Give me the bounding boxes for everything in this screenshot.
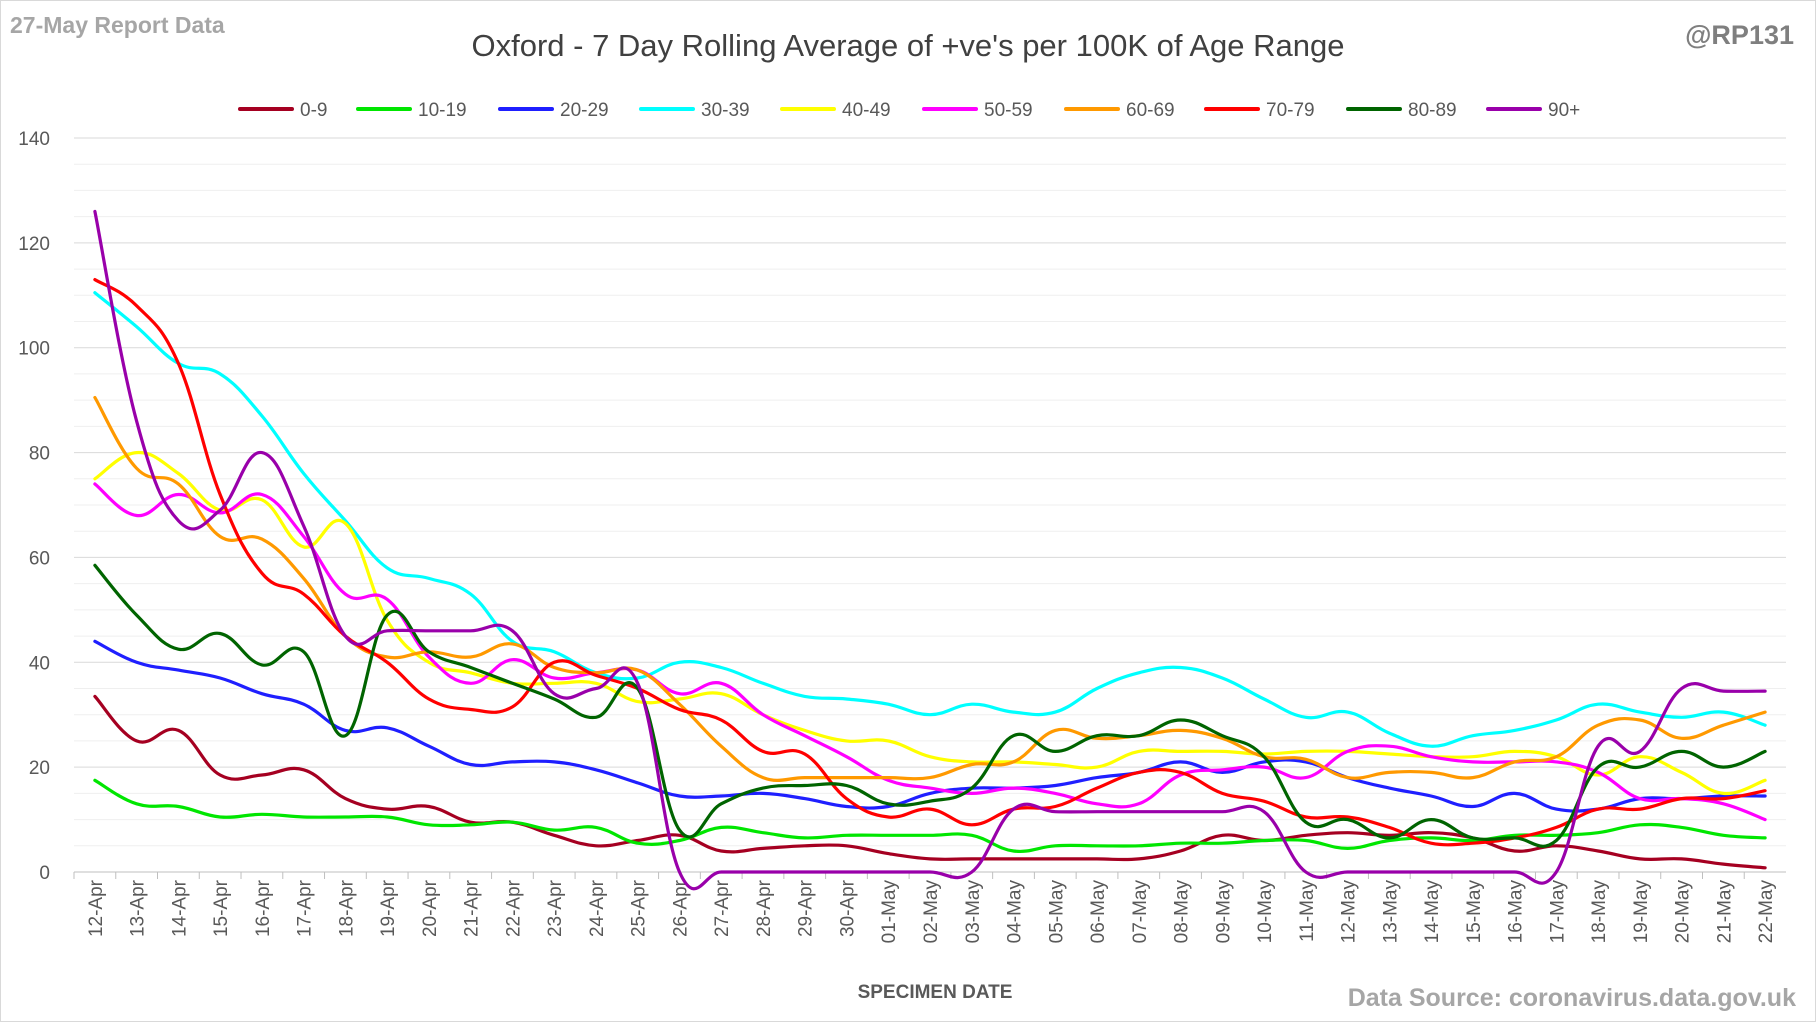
x-tick-label: 03-May bbox=[963, 880, 984, 944]
x-tick-label: 29-Apr bbox=[796, 879, 817, 937]
x-tick-label: 15-Apr bbox=[211, 879, 232, 937]
x-tick-label: 22-May bbox=[1756, 880, 1777, 944]
y-tick-label: 0 bbox=[39, 863, 50, 884]
x-axis-ticks: 12-Apr 13-Apr 14-Apr 15-Apr 16-Apr 17-Apr 18-A… bbox=[73, 872, 1777, 944]
series-line-90+ bbox=[93, 209, 1767, 891]
x-tick-label: 25-Apr bbox=[629, 879, 650, 937]
x-tick-label: 02-May bbox=[921, 880, 942, 944]
series-line-30-39 bbox=[93, 291, 1767, 748]
x-tick-label: 12-May bbox=[1339, 880, 1360, 944]
x-tick-label: 18-May bbox=[1589, 880, 1610, 944]
x-axis-label: SPECIMEN DATE bbox=[858, 982, 1013, 1003]
x-tick-label: 16-May bbox=[1506, 880, 1527, 944]
x-tick-label: 12-Apr bbox=[86, 879, 107, 937]
x-tick-label: 14-May bbox=[1422, 880, 1443, 944]
legend-label: 50-59 bbox=[984, 100, 1033, 121]
series-line-60-69 bbox=[93, 395, 1767, 782]
chart-title: Oxford - 7 Day Rolling Average of +ve's … bbox=[471, 28, 1345, 63]
legend-label: 10-19 bbox=[418, 100, 467, 121]
x-tick-label: 13-Apr bbox=[128, 879, 149, 937]
x-tick-label: 14-Apr bbox=[169, 879, 190, 937]
legend: 0-9 10-19 20-29 30-39 40-49 50-59 60-69 70-79 80… bbox=[238, 100, 1580, 121]
x-tick-label: 23-Apr bbox=[545, 879, 566, 937]
x-tick-label: 19-May bbox=[1631, 880, 1652, 944]
x-tick-label: 30-Apr bbox=[837, 879, 858, 937]
series-line-70-79 bbox=[93, 278, 1767, 847]
series-line-80-89 bbox=[93, 563, 1767, 848]
x-tick-label: 18-Apr bbox=[336, 879, 357, 937]
x-tick-label: 24-Apr bbox=[587, 879, 608, 937]
x-tick-label: 09-May bbox=[1213, 880, 1234, 944]
x-tick-label: 06-May bbox=[1088, 880, 1109, 944]
x-tick-label: 17-Apr bbox=[295, 879, 316, 937]
y-tick-label: 60 bbox=[29, 548, 50, 569]
x-tick-label: 01-May bbox=[879, 880, 900, 944]
series-lines bbox=[93, 209, 1767, 891]
x-tick-label: 07-May bbox=[1130, 880, 1151, 944]
x-tick-label: 17-May bbox=[1547, 880, 1568, 944]
x-tick-label: 21-May bbox=[1714, 880, 1735, 944]
x-tick-label: 04-May bbox=[1005, 880, 1026, 944]
y-tick-label: 80 bbox=[29, 444, 50, 465]
legend-label: 90+ bbox=[1548, 100, 1580, 121]
x-tick-label: 20-Apr bbox=[420, 879, 441, 937]
x-tick-label: 10-May bbox=[1255, 880, 1276, 944]
x-tick-label: 21-Apr bbox=[462, 879, 483, 937]
x-tick-label: 11-May bbox=[1297, 880, 1318, 942]
legend-label: 20-29 bbox=[560, 100, 609, 121]
series-line-20-29 bbox=[93, 639, 1767, 813]
x-tick-label: 26-Apr bbox=[670, 879, 691, 937]
legend-label: 30-39 bbox=[701, 100, 750, 121]
y-tick-label: 140 bbox=[18, 129, 50, 150]
legend-label: 80-89 bbox=[1408, 100, 1457, 121]
x-tick-label: 15-May bbox=[1464, 880, 1485, 944]
data-source: Data Source: coronavirus.data.gov.uk bbox=[1347, 984, 1796, 1012]
x-tick-label: 19-Apr bbox=[378, 879, 399, 937]
series-line-50-59 bbox=[93, 482, 1767, 822]
author-handle: @RP131 bbox=[1685, 20, 1794, 50]
x-tick-label: 16-Apr bbox=[253, 879, 274, 937]
y-tick-label: 100 bbox=[18, 339, 50, 360]
x-tick-label: 28-Apr bbox=[754, 879, 775, 937]
y-tick-label: 20 bbox=[29, 758, 50, 779]
x-tick-label: 22-Apr bbox=[503, 879, 524, 937]
x-tick-label: 20-May bbox=[1673, 880, 1694, 944]
y-axis-ticks: 0 20 40 60 80 100 120 140 bbox=[18, 129, 50, 884]
x-tick-label: 27-Apr bbox=[712, 879, 733, 937]
x-tick-label: 13-May bbox=[1380, 880, 1401, 944]
series-line-40-49 bbox=[93, 450, 1767, 796]
y-tick-label: 120 bbox=[18, 234, 50, 255]
x-tick-label: 08-May bbox=[1172, 880, 1193, 944]
series-line-10-19 bbox=[93, 778, 1767, 854]
legend-label: 40-49 bbox=[842, 100, 891, 121]
report-date: 27-May Report Data bbox=[10, 12, 225, 38]
legend-label: 70-79 bbox=[1266, 100, 1315, 121]
legend-label: 60-69 bbox=[1126, 100, 1175, 121]
y-tick-label: 40 bbox=[29, 653, 50, 674]
x-tick-label: 05-May bbox=[1046, 880, 1067, 944]
series-line-0-9 bbox=[93, 694, 1767, 870]
legend-label: 0-9 bbox=[300, 100, 327, 121]
